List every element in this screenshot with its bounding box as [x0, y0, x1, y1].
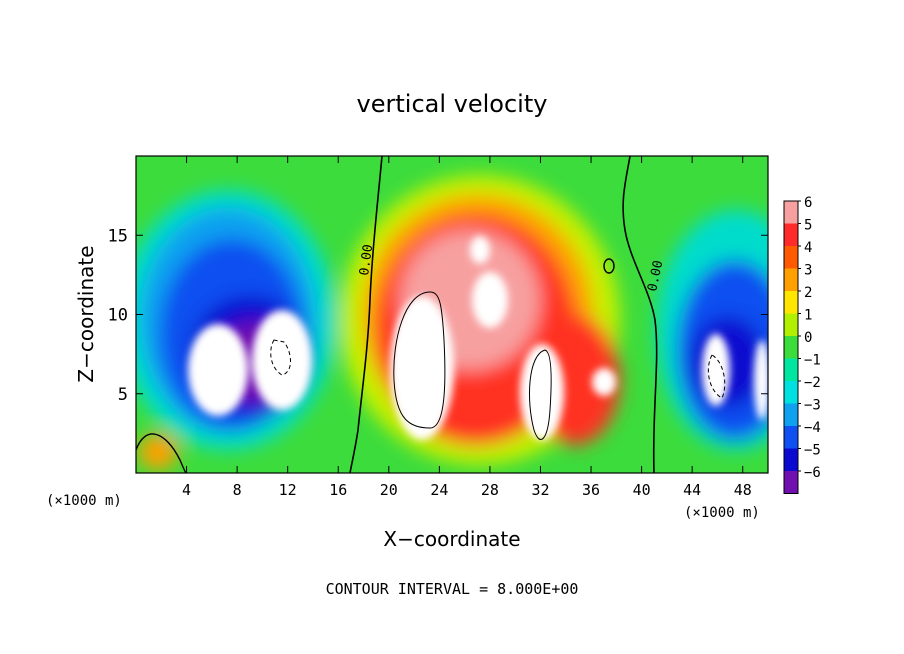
x-axis: 4 8 12 16 20 24 28 32 36 40 44 48 — [182, 156, 752, 499]
updraft-core-mid — [472, 272, 508, 328]
x-unit-right: (×1000 m) — [684, 505, 760, 521]
downdraft-core-left-a — [188, 324, 248, 416]
colorbar-label: −4 — [804, 420, 821, 436]
zero-contour-corner — [136, 433, 187, 473]
y-axis: 5 10 15 — [108, 226, 768, 405]
colorbar-band — [784, 201, 798, 224]
x-tick-label: 8 — [233, 481, 242, 499]
colorbar-label: 2 — [804, 285, 812, 301]
zero-contour-left — [349, 156, 383, 473]
colorbar-band — [784, 358, 798, 381]
field-blobs — [136, 175, 768, 470]
x-tick-label: 32 — [531, 481, 549, 499]
contour-positive-main — [393, 291, 446, 429]
colorbar-label: 0 — [804, 330, 812, 346]
y-axis-label: Z−coordinate — [74, 245, 98, 382]
colorbar-label: 6 — [804, 195, 812, 211]
velocity-field — [136, 156, 768, 473]
colorbar-band — [784, 313, 798, 336]
colorbar-label: −2 — [804, 375, 821, 391]
colorbar: 6 5 4 3 2 1 0 −1 −2 −3 −4 −5 −6 — [783, 195, 821, 494]
x-tick-label: 24 — [430, 481, 448, 499]
colorbar-band — [784, 336, 798, 359]
contour-interval-note: CONTOUR INTERVAL = 8.000E+00 — [326, 580, 579, 598]
colorbar-label: −1 — [804, 353, 821, 369]
chart-title: vertical velocity — [357, 90, 548, 118]
colorbar-label: −3 — [804, 398, 821, 414]
updraft-core-right — [520, 344, 564, 440]
colorbar-band — [784, 403, 798, 426]
colorbar-label: 3 — [804, 263, 812, 279]
colorbar-band — [784, 223, 798, 246]
downdraft-core-right-a — [702, 334, 730, 406]
x-tick-label: 16 — [329, 481, 347, 499]
y-tick-label: 5 — [118, 385, 128, 405]
updraft-core-main — [390, 296, 454, 440]
colorbar-band — [784, 471, 798, 494]
colorbar-label: 5 — [804, 218, 812, 234]
colorbar-band — [784, 448, 798, 471]
colorbar-label: 4 — [804, 240, 812, 256]
colorbar-label: 1 — [804, 308, 812, 324]
x-tick-label: 4 — [182, 481, 191, 499]
x-tick-label: 40 — [633, 481, 651, 499]
x-axis-label: X−coordinate — [383, 527, 520, 551]
x-tick-label: 20 — [380, 481, 398, 499]
contour-label-left: 0.00 — [357, 243, 376, 276]
x-unit-left: (×1000 m) — [46, 493, 122, 509]
x-tick-label: 44 — [683, 481, 701, 499]
colorbar-band — [784, 291, 798, 314]
colorbar-label: −6 — [804, 465, 821, 481]
colorbar-frame — [783, 200, 799, 494]
colorbar-band — [784, 268, 798, 291]
contour-label-right: 0.00 — [645, 259, 666, 293]
colorbar-label: −5 — [804, 443, 821, 459]
zero-contour-right — [622, 156, 658, 473]
x-tick-label: 12 — [279, 481, 297, 499]
contour-negative-right — [707, 354, 726, 399]
downdraft-core-left-b — [252, 310, 312, 410]
surface-updraft — [138, 434, 178, 470]
colorbar-band — [784, 426, 798, 449]
x-tick-label: 48 — [734, 481, 752, 499]
saturated-cores — [188, 236, 768, 440]
updraft-core-upper — [470, 236, 490, 264]
contour-positive-right — [529, 349, 552, 440]
updraft-core-far-right — [592, 368, 616, 396]
y-tick-label: 15 — [108, 226, 128, 246]
downdraft-core-right-b — [754, 340, 768, 420]
colorbar-band — [784, 381, 798, 404]
y-tick-label: 10 — [108, 306, 128, 326]
colorbar-band — [784, 246, 798, 269]
x-tick-label: 36 — [582, 481, 600, 499]
x-tick-label: 28 — [481, 481, 499, 499]
zero-contour-small — [603, 258, 615, 274]
